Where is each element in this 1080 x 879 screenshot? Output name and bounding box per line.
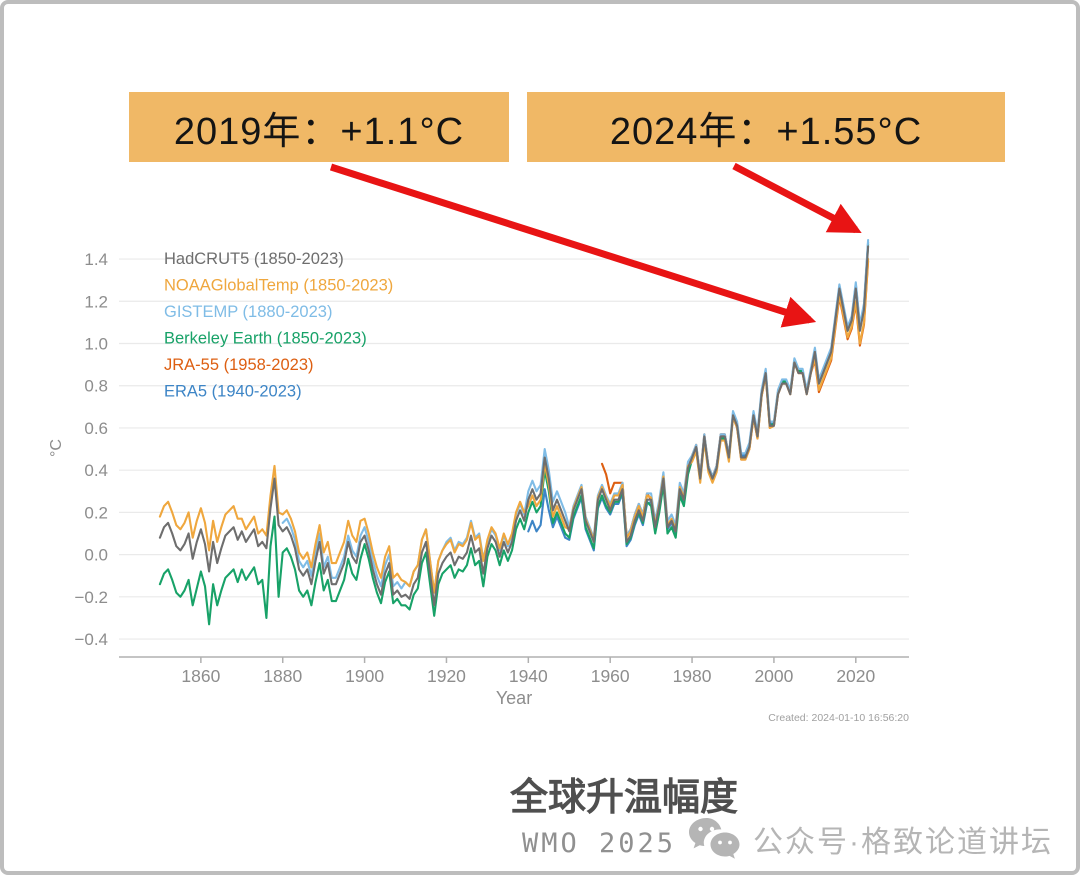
series-line-hadcrut5	[158, 245, 870, 607]
watermark: 公众号·格致论道讲坛	[687, 816, 1053, 862]
y-tick-label: 0.4	[84, 461, 108, 480]
x-tick-label: 1900	[345, 666, 384, 686]
y-tick-label: −0.2	[74, 588, 108, 607]
x-tick-label: 1940	[509, 666, 548, 686]
celsius-axis-label: °C	[48, 439, 65, 457]
slide-title: 全球升温幅度	[509, 777, 738, 819]
series-line-jra55	[600, 260, 870, 537]
legend-label-hadcrut5: HadCRUT5 (1850-2023)	[164, 250, 344, 268]
wechat-icon	[689, 818, 740, 859]
temperature-chart-svg: −0.4 −0.2 0.0 0.2 0.4 0.6 0.8 1.0 1.2 1.4 1860 1880…	[48, 239, 909, 724]
x-tick-label: 1920	[427, 666, 466, 686]
x-tick-label: 1980	[673, 666, 712, 686]
watermark-text: 公众号·格致论道讲坛	[753, 826, 1053, 859]
annotation-arrow-2024	[732, 162, 862, 234]
x-tick-label: 2000	[754, 666, 793, 686]
source-attribution: WMO 2025	[521, 828, 677, 859]
callout-2019: 2019年：+1.1°C	[129, 92, 509, 162]
legend-label-era5: ERA5 (1940-2023)	[164, 383, 302, 401]
y-tick-label: 1.4	[84, 250, 108, 269]
legend-label-berkeley: Berkeley Earth (1850-2023)	[164, 330, 367, 348]
x-tick-label: 2020	[836, 666, 875, 686]
legend-label-noaa: NOAAGlobalTemp (1850-2023)	[164, 277, 393, 295]
x-tick-label: 1960	[591, 666, 630, 686]
year-axis-label: Year	[496, 688, 532, 708]
legend-label-jra55: JRA-55 (1958-2023)	[164, 356, 314, 374]
legend-label-gistemp: GISTEMP (1880-2023)	[164, 303, 332, 321]
temperature-chart: −0.4 −0.2 0.0 0.2 0.4 0.6 0.8 1.0 1.2 1.4 1860 1880…	[4, 224, 934, 724]
y-tick-label: 0.6	[84, 419, 108, 438]
y-tick-label: 0.8	[84, 377, 108, 396]
x-tick-label: 1860	[181, 666, 220, 686]
callout-2024: 2024年：+1.55°C	[527, 92, 1005, 162]
y-tick-label: 1.2	[84, 292, 108, 311]
callout-2019-text: 2019年：+1.1°C	[173, 110, 465, 153]
callout-2024-text: 2024年：+1.55°C	[609, 110, 923, 153]
created-timestamp: Created: 2024-01-10 16:56:20	[768, 712, 909, 724]
y-tick-label: 1.0	[84, 335, 108, 354]
y-tick-label: 0.0	[84, 546, 108, 565]
y-tick-label: −0.4	[74, 630, 108, 649]
x-tick-label: 1880	[263, 666, 302, 686]
y-tick-label: 0.2	[84, 503, 108, 522]
